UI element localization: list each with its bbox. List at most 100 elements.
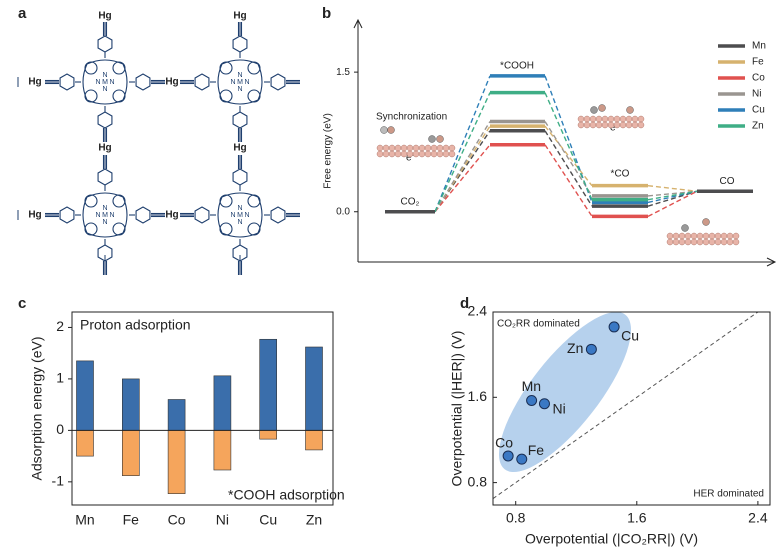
point [538,398,550,410]
x-tick-label: 1.6 [627,510,647,526]
nitrogen-label: N [237,205,242,212]
surface-atom [442,150,450,158]
panel-label: c [18,295,26,312]
legend-label: Proton adsorption [80,317,191,333]
surface-atom [714,232,722,240]
linker-label: Hg [233,11,246,22]
connector [647,184,698,192]
linker-label: Hg [98,143,111,154]
surface-atom [577,115,585,123]
x-tick-label: Zn [306,512,322,528]
surface-atom [678,238,686,246]
connector [544,92,593,200]
state-label: *COOH [500,60,534,71]
bar [76,430,94,457]
surface-atom [406,150,414,158]
point [608,321,620,333]
surface-atom [720,238,728,246]
connector [434,75,491,213]
surface-atom [607,121,615,129]
surface-atom [577,121,585,129]
surface-atom [442,144,450,152]
nitrogen-label: N [244,212,249,219]
y-tick-label: 1 [56,370,64,386]
point-label: Zn [567,340,583,356]
surface-atom [637,121,645,129]
adsorbate [702,218,710,226]
surface-atom [601,121,609,129]
pyrrole [84,61,98,75]
surface-atom [732,238,740,246]
linker-label: Hg [233,143,246,154]
legend-label: Co [752,73,765,84]
metal-label: M [237,212,243,219]
nitrogen-label: N [237,86,242,93]
linker-label: Hg [98,11,111,22]
metal-label: M [102,212,108,219]
pyrrole [112,89,126,103]
phenyl [232,168,248,186]
surface-atom [418,150,426,158]
pyrrole [247,61,261,75]
surface-atom [625,115,633,123]
x-tick-label: Cu [259,512,277,528]
surface-atom [400,144,408,152]
surface-atom [589,115,597,123]
surface-atom [595,121,603,129]
adsorbate [598,104,606,112]
bar [213,430,232,471]
surface-atom [684,232,692,240]
surface-atom [412,150,420,158]
pyrrole [84,222,98,236]
panel-label: b [322,5,331,22]
nitrogen-label: N [102,86,107,93]
surface-atom [400,150,408,158]
state-label: CO [720,176,735,187]
surface-atom [394,144,402,152]
bar [305,346,323,431]
legend-label: Mn [752,41,766,52]
adsorbate [681,224,689,232]
bar [305,430,323,451]
y-tick-label: 2.4 [468,303,488,319]
phenyl [270,206,286,224]
surface-atom [696,238,704,246]
bar [167,430,186,494]
connector [647,190,698,218]
nitrogen-label: N [244,79,249,86]
connector [544,144,593,217]
y-tick-label: 0.8 [468,473,488,489]
bar [167,399,186,431]
surface-atom [424,144,432,152]
surface-atom [619,115,627,123]
y-tick-label: -1 [52,473,65,489]
phenyl [135,206,151,224]
y-tick-label: 1.5 [336,67,350,78]
bar [213,375,232,431]
point [526,395,538,407]
y-axis-label: Adsorption energy (eV) [29,337,45,481]
point [516,453,528,465]
surface-atom [412,144,420,152]
surface-atom [406,144,414,152]
surface-atom [613,115,621,123]
surface-atom [430,150,438,158]
surface-atom [625,121,633,129]
pyrrole [247,194,261,208]
surface-atom [376,150,384,158]
phenyl [135,73,151,91]
surface-atom [436,150,444,158]
x-tick-label: Co [168,512,186,528]
y-tick-label: 0.0 [336,206,350,217]
surface-atom [595,115,603,123]
adsorbate [626,106,634,114]
y-axis-label: Overpotential (|HER|) (V) [449,331,465,487]
x-tick-label: 0.8 [506,510,526,526]
legend-label: Zn [752,121,764,132]
adsorbate [436,135,444,143]
surface-atom [583,115,591,123]
pyrrole [112,61,126,75]
nitrogen-label: N [102,205,107,212]
surface-atom [672,238,680,246]
